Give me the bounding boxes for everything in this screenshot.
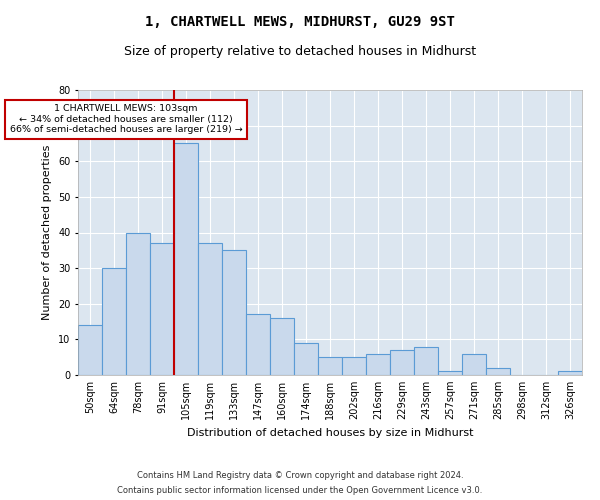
Bar	[318, 357, 342, 375]
Bar	[222, 250, 246, 375]
Bar	[342, 357, 366, 375]
Text: 1, CHARTWELL MEWS, MIDHURST, GU29 9ST: 1, CHARTWELL MEWS, MIDHURST, GU29 9ST	[145, 15, 455, 29]
Bar	[126, 232, 150, 375]
Bar	[414, 346, 438, 375]
Bar	[246, 314, 270, 375]
Y-axis label: Number of detached properties: Number of detached properties	[43, 145, 52, 320]
Bar	[78, 325, 102, 375]
X-axis label: Distribution of detached houses by size in Midhurst: Distribution of detached houses by size …	[187, 428, 473, 438]
Text: Size of property relative to detached houses in Midhurst: Size of property relative to detached ho…	[124, 45, 476, 58]
Text: Contains HM Land Registry data © Crown copyright and database right 2024.: Contains HM Land Registry data © Crown c…	[137, 471, 463, 480]
Text: 1 CHARTWELL MEWS: 103sqm
← 34% of detached houses are smaller (112)
66% of semi-: 1 CHARTWELL MEWS: 103sqm ← 34% of detach…	[10, 104, 242, 134]
Bar	[486, 368, 510, 375]
Bar	[558, 372, 582, 375]
Bar	[294, 343, 318, 375]
Bar	[150, 243, 174, 375]
Bar	[438, 372, 462, 375]
Bar	[462, 354, 486, 375]
Bar	[270, 318, 294, 375]
Bar	[390, 350, 414, 375]
Text: Contains public sector information licensed under the Open Government Licence v3: Contains public sector information licen…	[118, 486, 482, 495]
Bar	[174, 144, 198, 375]
Bar	[102, 268, 126, 375]
Bar	[366, 354, 390, 375]
Bar	[198, 243, 222, 375]
